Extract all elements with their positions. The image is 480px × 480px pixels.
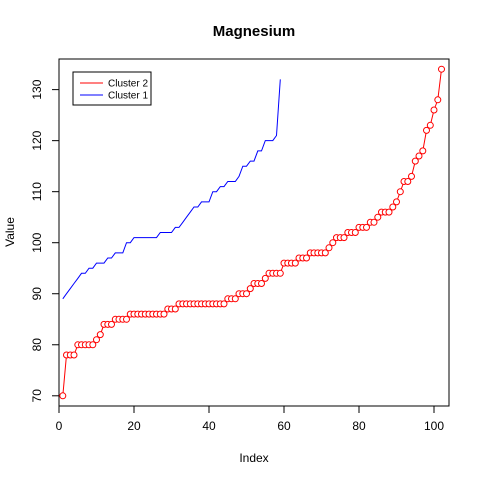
cluster-1-line xyxy=(63,79,280,298)
x-tick-label: 0 xyxy=(56,419,63,433)
y-tick-label: 90 xyxy=(30,287,44,301)
x-tick-label: 100 xyxy=(424,419,444,433)
y-tick-label: 110 xyxy=(30,182,44,201)
cluster-2-point xyxy=(427,122,433,128)
cluster-2-point xyxy=(97,332,103,338)
cluster-2-point xyxy=(124,316,130,322)
x-axis-label: Index xyxy=(239,451,268,465)
series-cluster-1 xyxy=(63,79,280,298)
y-tick-label: 130 xyxy=(30,79,44,99)
cluster-2-point xyxy=(439,66,445,72)
y-tick-label: 80 xyxy=(30,338,44,352)
y-tick-label: 100 xyxy=(30,232,44,252)
legend-label: Cluster 1 xyxy=(108,91,148,102)
x-tick-label: 40 xyxy=(202,419,216,433)
y-axis-label: Value xyxy=(3,217,17,247)
cluster-2-point xyxy=(435,97,441,103)
chart-title: Magnesium xyxy=(213,23,296,40)
y-axis: 70 80 90 100 110 120 130 xyxy=(30,79,59,402)
cluster-2-point xyxy=(394,199,400,205)
cluster-2-point xyxy=(431,107,437,113)
cluster-2-point xyxy=(397,189,403,195)
y-tick-label: 70 xyxy=(30,389,44,403)
legend-label: Cluster 2 xyxy=(108,79,148,90)
x-tick-label: 20 xyxy=(127,419,141,433)
series-cluster-2 xyxy=(60,66,445,399)
legend: Cluster 2Cluster 1 xyxy=(73,72,151,105)
cluster-2-line xyxy=(63,69,442,396)
cluster-2-point xyxy=(277,270,283,276)
x-tick-label: 80 xyxy=(352,419,366,433)
y-tick-label: 120 xyxy=(30,130,44,150)
cluster-2-point xyxy=(420,148,426,154)
series-layer xyxy=(60,66,445,399)
cluster-2-point xyxy=(409,173,415,179)
x-axis: 0 20 40 60 80 100 xyxy=(56,406,445,433)
plot-frame xyxy=(59,59,449,406)
x-tick-label: 60 xyxy=(277,419,291,433)
cluster-2-point xyxy=(60,393,66,399)
cluster-2-point xyxy=(71,352,77,358)
